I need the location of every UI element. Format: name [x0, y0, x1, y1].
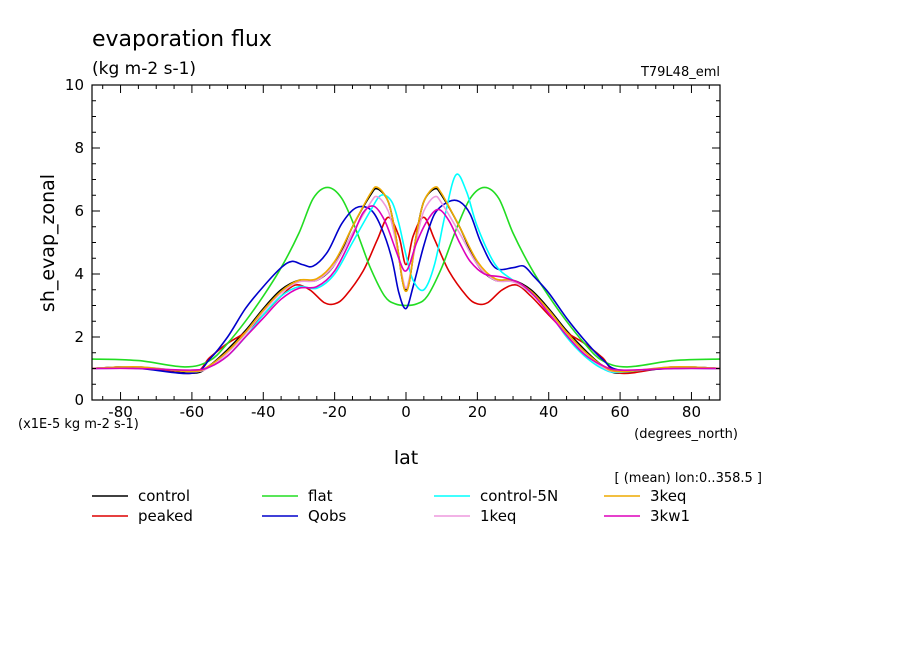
x-tick-label: -80 [108, 403, 133, 421]
legend-item-control: control [92, 487, 190, 505]
legend-label: 1keq [480, 507, 516, 525]
legend-label: flat [308, 487, 333, 505]
series-line-1keq [91, 195, 721, 373]
x-tick-label: 40 [539, 403, 558, 421]
plot-area: -80 -60 -40 -20 0 20 40 60 80 0 2 4 6 8 10 [65, 76, 721, 421]
legend-label: control-5N [480, 487, 558, 505]
x-tick-label: -40 [251, 403, 276, 421]
legend-label: peaked [138, 507, 193, 525]
y-scale-note: (x1E-5 kg m-2 s-1) [18, 417, 139, 432]
legend-label: control [138, 487, 190, 505]
y-tick-label: 2 [74, 328, 84, 346]
series-line-3kw1 [91, 205, 721, 371]
x-axis-label: lat [394, 447, 418, 469]
x-tick-label: 0 [401, 403, 411, 421]
x-tick-label: -20 [322, 403, 347, 421]
legend-item-peaked: peaked [92, 507, 193, 525]
legend-label: Qobs [308, 507, 347, 525]
series-line-control [91, 187, 721, 375]
y-tick-label: 0 [74, 391, 84, 409]
y-tick-label: 6 [74, 202, 84, 220]
legend-label: 3keq [650, 487, 686, 505]
x-tick-label: 60 [611, 403, 630, 421]
plot-frame [91, 84, 721, 401]
x-tick-label: -60 [180, 403, 205, 421]
legend-item-Qobs: Qobs [262, 507, 347, 525]
y-tick-label: 8 [74, 139, 84, 157]
averaging-note: [ (mean) lon:0..358.5 ] [615, 471, 763, 486]
legend: control flat control-5N 3keq peaked Qobs 1keq 3… [92, 487, 690, 525]
y-tick-label: 4 [74, 265, 84, 283]
run-label: T79L48_eml [640, 65, 720, 80]
chart-units: (kg m-2 s-1) [92, 59, 196, 79]
y-axis-label: sh_evap_zonal [37, 174, 59, 312]
legend-item-control-5N: control-5N [434, 487, 558, 505]
legend-label: 3kw1 [650, 507, 690, 525]
series-line-3keq [91, 186, 721, 373]
x-tick-label: 20 [468, 403, 487, 421]
series-line-Qobs [91, 199, 721, 375]
chart-title: evaporation flux [92, 27, 272, 52]
series-line-control-5N [91, 173, 721, 374]
legend-item-3kw1: 3kw1 [604, 507, 690, 525]
series-line-peaked [91, 216, 721, 375]
legend-item-flat: flat [262, 487, 333, 505]
series-line-flat [91, 186, 721, 368]
x-axis-units: (degrees_north) [634, 427, 738, 442]
x-tick-label: 80 [682, 403, 701, 421]
legend-item-1keq: 1keq [434, 507, 516, 525]
y-tick-label: 10 [65, 76, 84, 94]
legend-item-3keq: 3keq [604, 487, 686, 505]
